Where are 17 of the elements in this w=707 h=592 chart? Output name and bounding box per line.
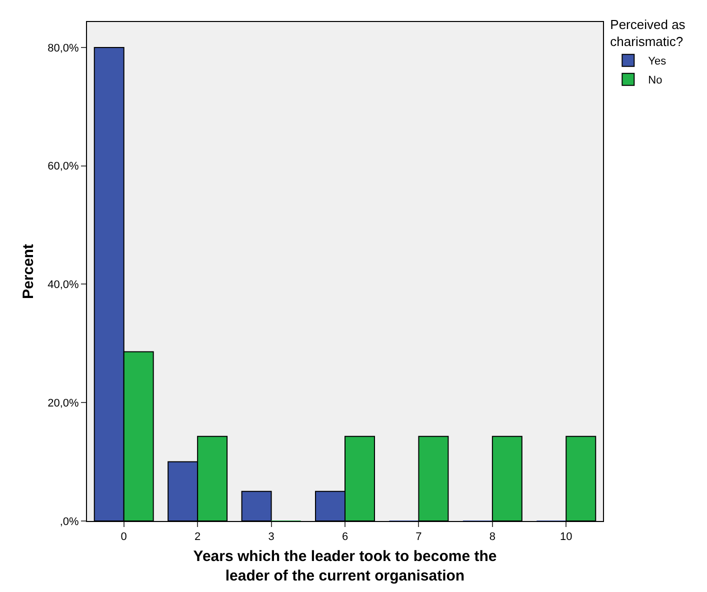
legend-label: No — [648, 74, 662, 87]
y-tick-label: 60,0% — [48, 160, 80, 173]
y-tick-label: 40,0% — [48, 279, 80, 292]
legend-title: Perceived as charismatic? — [610, 16, 686, 49]
x-tick-label: 7 — [416, 531, 422, 544]
x-axis-title: Years which the leader took to become the leader of the current organisation — [193, 548, 497, 585]
x-tick-label: 6 — [342, 531, 348, 544]
legend-label: Yes — [648, 56, 667, 68]
x-tick-label: 8 — [489, 531, 496, 544]
y-tick-label: ,0% — [60, 516, 80, 528]
y-tick-label: 20,0% — [48, 397, 80, 410]
x-tick-label: 2 — [194, 531, 201, 544]
y-axis-title: Percent — [20, 244, 37, 300]
x-tick-label: 0 — [120, 531, 127, 544]
x-tick-label: 10 — [560, 531, 572, 544]
x-tick-label: 3 — [268, 531, 274, 544]
y-tick-label: 80,0% — [48, 42, 80, 54]
